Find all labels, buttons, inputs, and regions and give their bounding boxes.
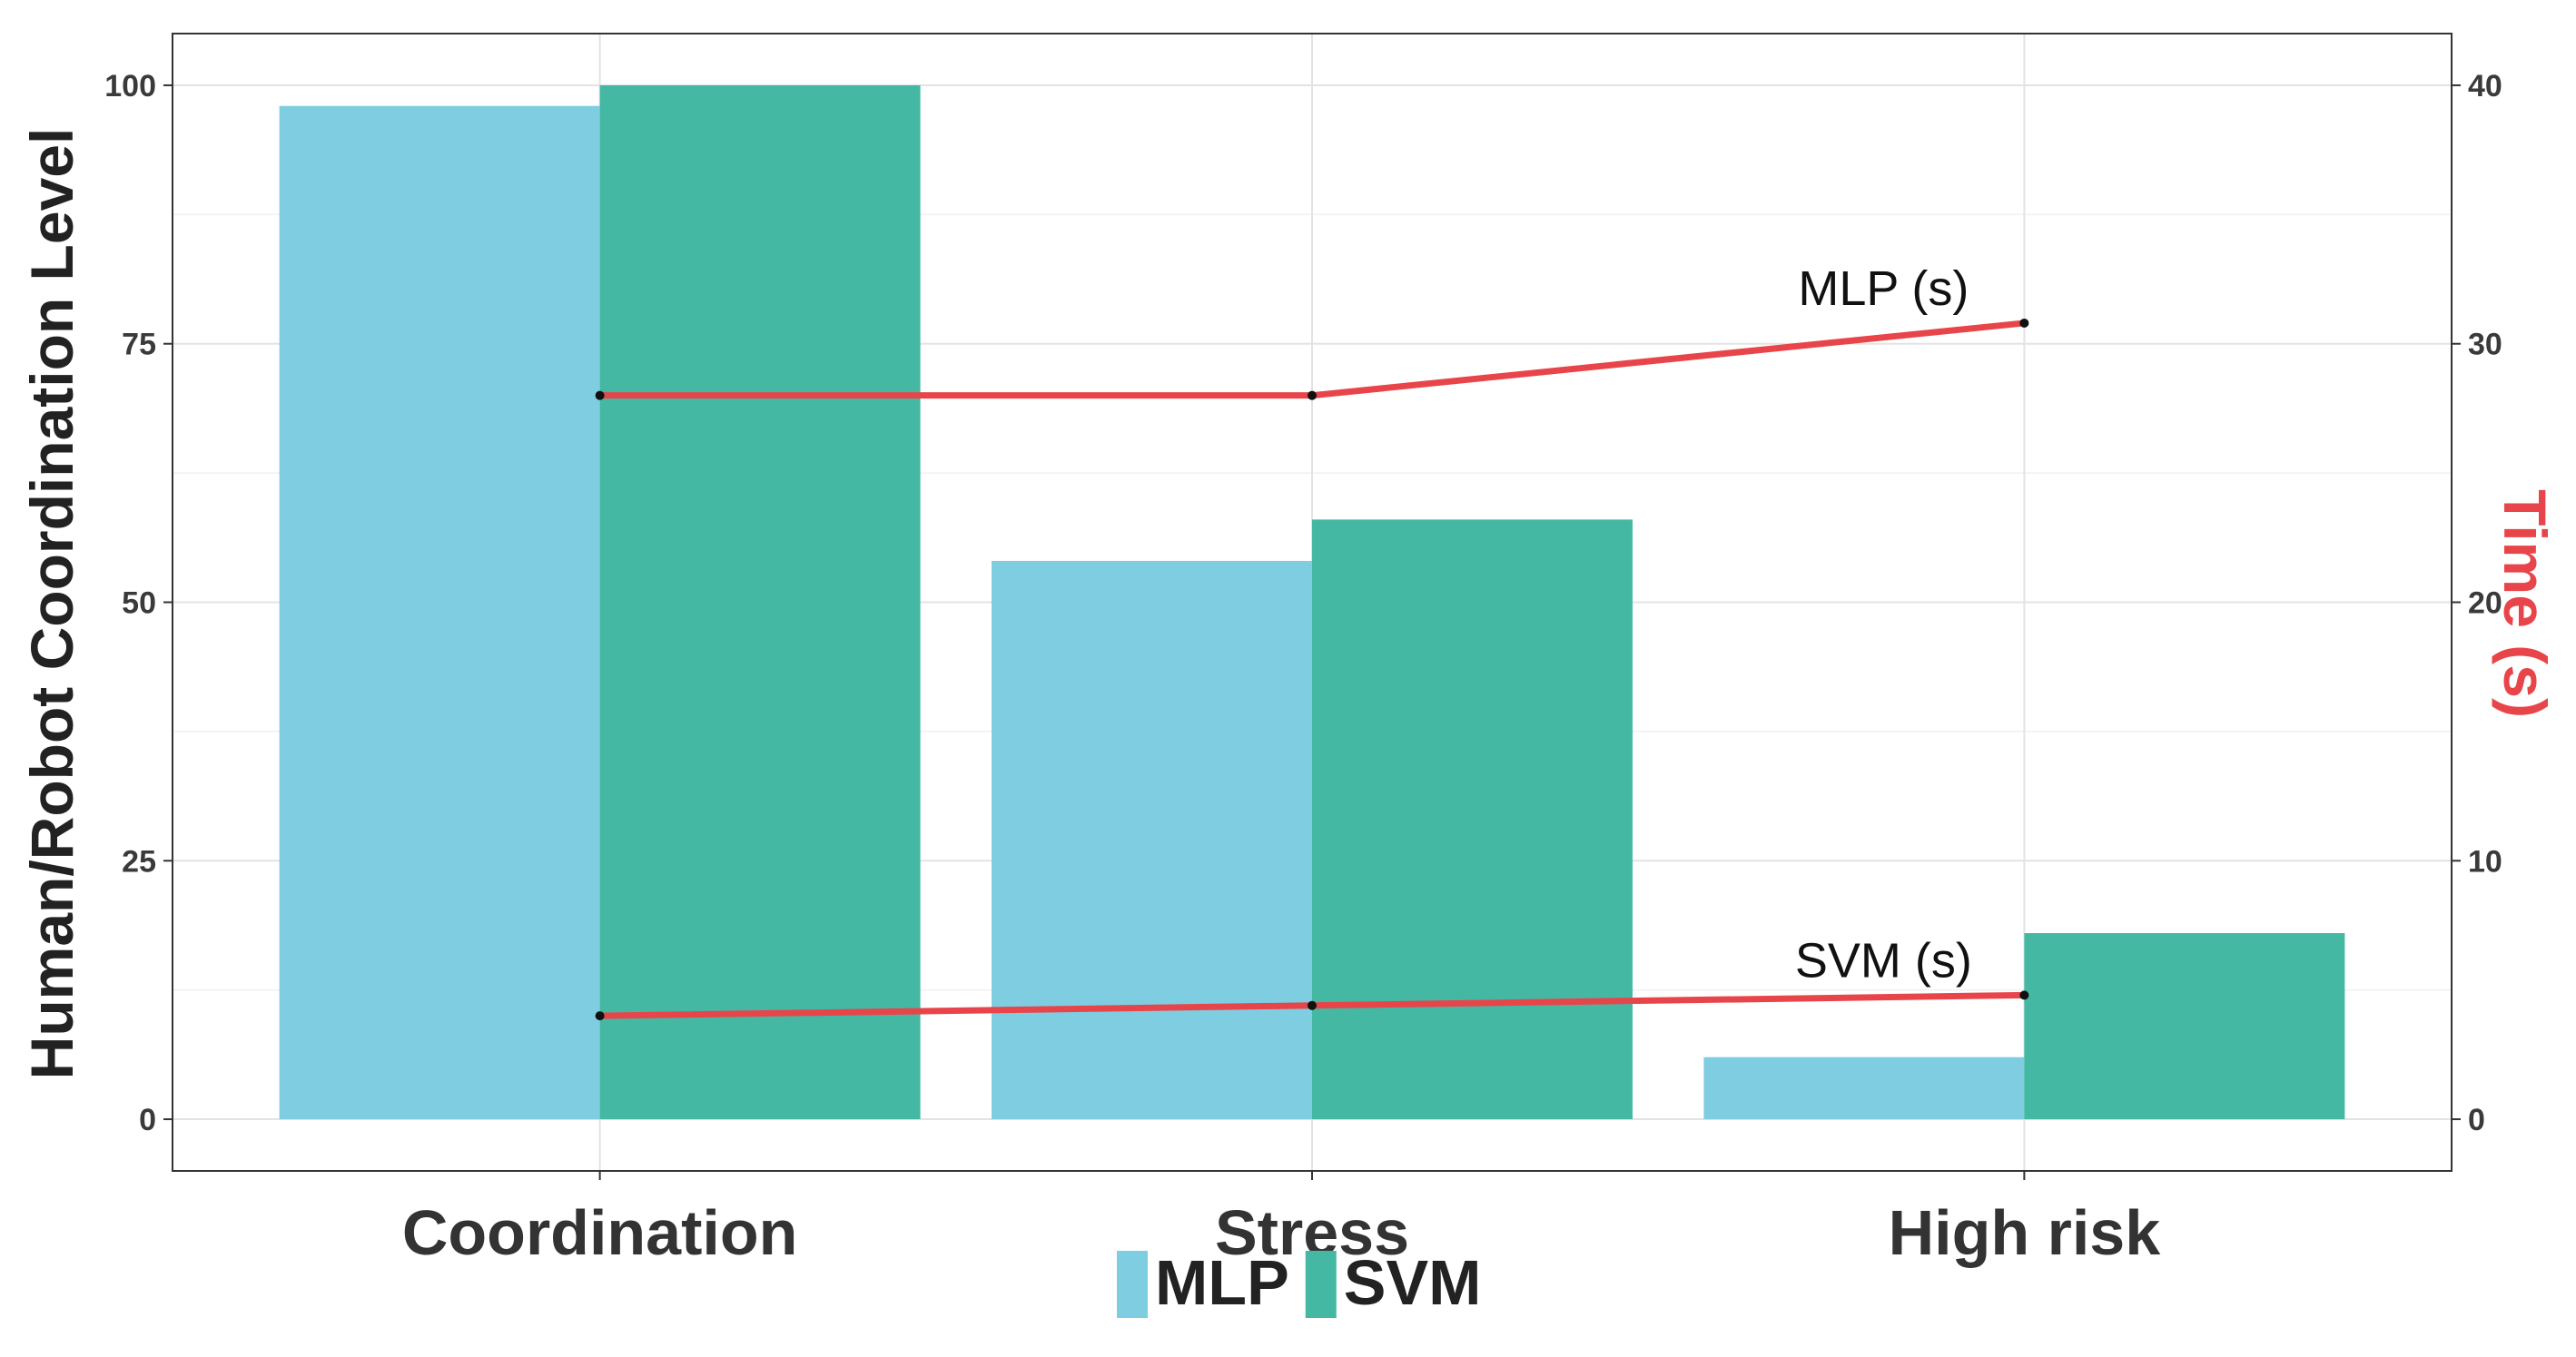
right-tick-label: 10	[2468, 844, 2502, 879]
bar-svm-stress	[1312, 519, 1633, 1120]
line-label-0: MLP (s)	[1798, 261, 1969, 316]
right-tick-label: 40	[2468, 69, 2502, 103]
legend-label-svm: SVM	[1344, 1247, 1482, 1318]
x-category-label: High risk	[1889, 1197, 2161, 1268]
time-lines: MLP (s) SVM (s)	[595, 261, 2029, 1021]
bar-svm-high-risk	[2024, 933, 2345, 1120]
line-label-1: SVM (s)	[1795, 933, 1972, 988]
line-point-1-1	[1308, 1000, 1317, 1010]
left-tick-label: 50	[122, 586, 156, 621]
left-tick-label: 25	[122, 844, 156, 879]
legend: MLP SVM	[1117, 1247, 1481, 1318]
right-tick-label: 0	[2468, 1103, 2485, 1137]
bar-mlp-coordination	[279, 105, 600, 1120]
x-category-label: Coordination	[402, 1197, 797, 1268]
left-tick-label: 0	[139, 1103, 156, 1137]
left-axis-title: Human/Robot Coordination Level	[18, 128, 85, 1080]
line-point-0-0	[595, 390, 605, 400]
line-point-1-0	[595, 1011, 605, 1021]
line-point-0-2	[2019, 318, 2029, 328]
bar-svm-coordination	[599, 84, 921, 1120]
bars	[279, 84, 2345, 1120]
right-axis-title: Time (s)	[2492, 489, 2559, 718]
left-y-axis: 0 25 50 75 100	[104, 69, 173, 1137]
legend-key-mlp	[1117, 1251, 1148, 1318]
bar-mlp-stress	[992, 560, 1312, 1120]
right-y-axis: 0 10 20 30 40	[2452, 69, 2502, 1137]
bar-mlp-high-risk	[1703, 1057, 2025, 1120]
line-point-0-1	[1308, 390, 1317, 400]
legend-label-mlp: MLP	[1155, 1247, 1289, 1318]
left-tick-label: 100	[104, 69, 156, 103]
legend-key-svm	[1305, 1251, 1337, 1318]
right-tick-label: 20	[2468, 586, 2502, 621]
line-point-1-2	[2019, 990, 2029, 1000]
x-axis: Coordination Stress High risk	[402, 1171, 2160, 1268]
left-tick-label: 75	[122, 328, 156, 362]
right-tick-label: 30	[2468, 328, 2502, 362]
